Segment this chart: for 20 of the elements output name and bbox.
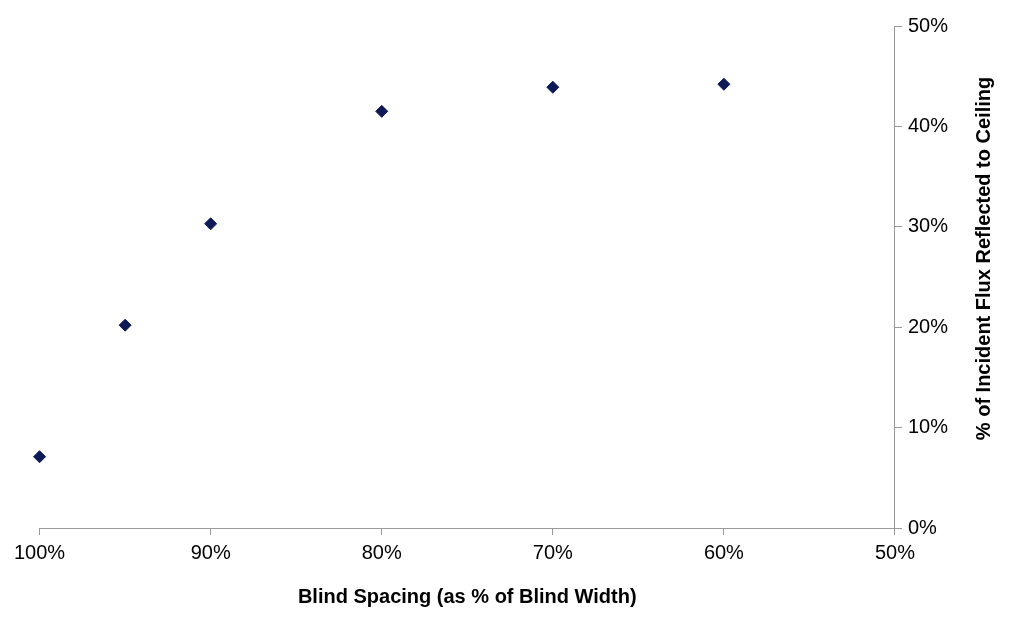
point	[33, 450, 47, 464]
x-tick-label: 70%	[532, 540, 574, 563]
point	[375, 104, 389, 118]
y-tick-label: 0%	[907, 515, 938, 538]
x-tick-label: 50%	[874, 540, 916, 563]
y-tick-label: 50%	[907, 13, 949, 36]
point	[204, 217, 218, 231]
x-tick-label: 60%	[703, 540, 745, 563]
x-tick-label: 100%	[14, 540, 66, 563]
y-tick-label: 10%	[907, 415, 949, 438]
point	[118, 318, 132, 332]
point	[717, 77, 731, 91]
y-axis-title: % of Incident Flux Reflected to Ceiling	[972, 76, 996, 440]
y-tick-label: 40%	[907, 113, 949, 136]
x-axis-title: Blind Spacing (as % of Blind Width)	[297, 584, 637, 607]
y-tick-label: 20%	[907, 314, 949, 337]
x-tick-label: 80%	[361, 540, 402, 563]
y-tick-label: 30%	[907, 214, 949, 237]
x-tick-label: 90%	[190, 540, 231, 563]
point	[546, 80, 560, 94]
